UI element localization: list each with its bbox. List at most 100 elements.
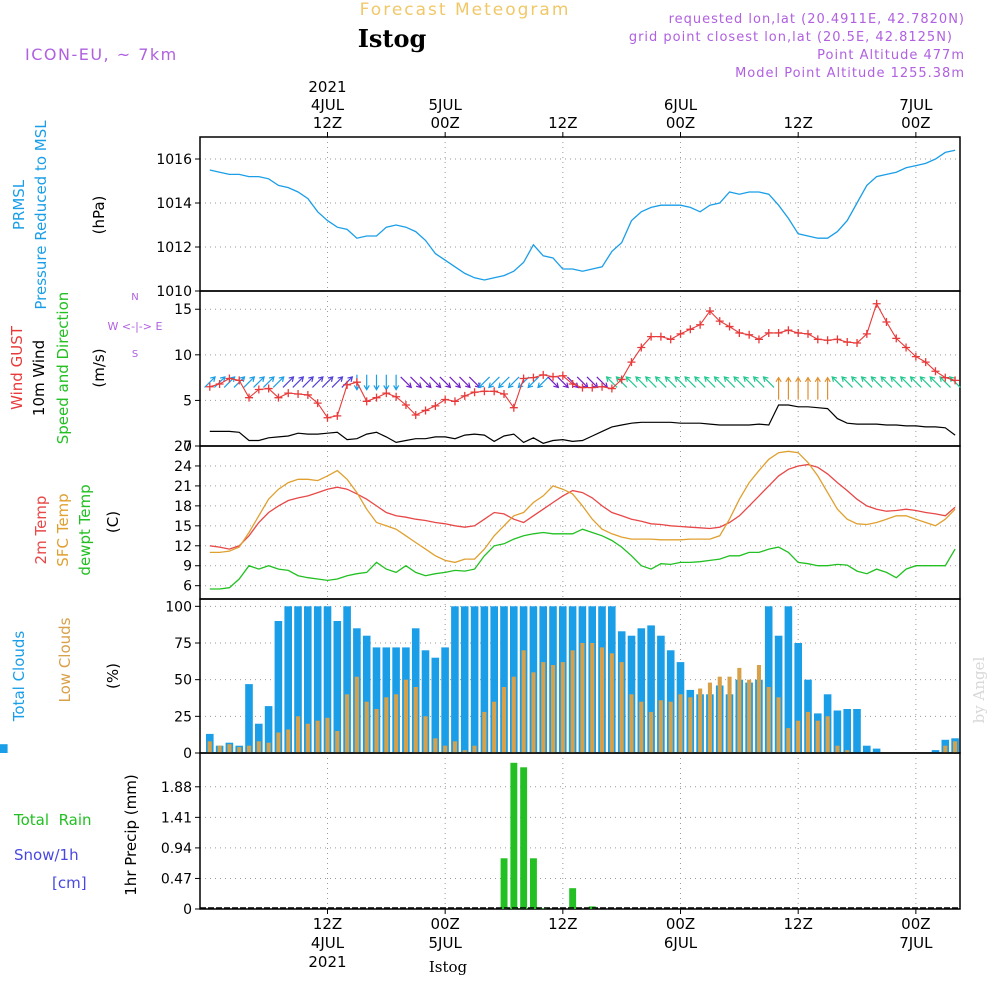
wind10-label: 10m Wind <box>30 340 48 416</box>
total-cloud-bar <box>264 706 273 753</box>
bottom-time-label: 12Z <box>784 915 813 933</box>
gust-marker <box>284 389 293 398</box>
wind-dir-arrowhead <box>488 382 494 389</box>
low-cloud-bar <box>756 665 761 753</box>
gust-marker <box>215 380 224 388</box>
gust-marker <box>205 382 214 391</box>
wind-dir-arrowhead <box>347 376 354 382</box>
temp-ytick-label: 9 <box>183 559 192 575</box>
station-name: Istog <box>358 24 427 53</box>
gust-marker <box>470 388 479 397</box>
bottom-time-label: 12Z <box>548 915 577 933</box>
low-cloud-bar <box>276 732 281 753</box>
total-cloud-bar <box>490 606 498 753</box>
total-cloud-bar <box>764 606 773 753</box>
gust-marker <box>588 383 597 392</box>
gust-marker <box>254 385 263 394</box>
low-cloud-bar <box>560 662 565 753</box>
pressure-ytick-label: 1016 <box>156 152 192 168</box>
wind-dir-arrowhead <box>249 376 256 382</box>
wind-dir-arrow <box>831 376 844 388</box>
wind-dir-arrowhead <box>929 376 936 382</box>
low-cloud-bar <box>619 662 624 753</box>
low-cloud-bar <box>717 676 722 753</box>
wind-dir-arrow <box>851 376 863 388</box>
compass-n-label: N <box>131 292 138 303</box>
wind-dir-arrow <box>684 376 697 388</box>
wind-dir-arrowhead <box>743 376 749 382</box>
total-cloud-bar <box>931 750 940 753</box>
total-cloud-bar <box>304 606 312 753</box>
wind-dir-arrow <box>723 376 736 388</box>
wind-dir-arrowhead <box>393 385 400 391</box>
pressure-ytick-label: 1014 <box>156 196 192 212</box>
wind-dir-arrow <box>449 376 461 388</box>
cloud-ytick-label: 0 <box>183 746 192 762</box>
wind-dir-arrowhead <box>268 376 275 382</box>
compass-s-label: S <box>132 349 138 360</box>
model-label: ICON-EU, ~ 7km <box>25 45 178 64</box>
total-cloud-bar <box>637 628 646 753</box>
dewpt-line <box>209 528 956 590</box>
top-time-label: 12Z <box>548 114 577 132</box>
snow-label: Snow/1h <box>14 846 79 864</box>
cloud-ytick-label: 25 <box>174 709 192 725</box>
total-cloud-bar <box>794 643 802 753</box>
info-line-2: grid point closest lon,lat (20.5E, 42.81… <box>629 30 953 45</box>
wind-dir-arrow <box>870 376 883 388</box>
gust-marker <box>941 373 950 382</box>
wind-dir-arrowhead <box>752 376 759 382</box>
low-cloud-bar <box>658 700 663 753</box>
temp-ytick-label: 12 <box>174 539 192 555</box>
low-cloud-bar <box>482 711 487 753</box>
low-cloud-bar <box>384 697 389 753</box>
wind-dir-arrow <box>655 376 667 388</box>
wind-dir-arrow <box>527 376 540 388</box>
gust-marker <box>382 389 391 398</box>
pressure-side-labels: PRMSL Pressure Reduced to MSL (hPa) <box>10 120 108 310</box>
low-cloud-bar <box>335 731 340 753</box>
gust-marker <box>578 383 587 392</box>
top-year-label: 2021 <box>308 78 346 96</box>
wind-dir-arrow <box>674 376 687 388</box>
wind-dir-arrowhead <box>674 376 681 382</box>
wind-dir-arrow <box>704 376 716 388</box>
total-cloud-bar <box>774 635 783 753</box>
bottom-day-label: 6JUL <box>664 934 698 952</box>
low-cloud-bar <box>315 720 320 753</box>
total-cloud-bar <box>372 647 381 753</box>
low-clouds-label: Low Clouds <box>56 617 74 702</box>
wind-dir-arrowhead <box>890 376 897 382</box>
total-cloud-bar <box>666 650 675 753</box>
wind-dir-arrowhead <box>713 376 720 382</box>
wind-dir-arrow <box>694 376 706 388</box>
total-cloud-bar <box>362 635 371 753</box>
wind-dir-arrow <box>665 376 677 388</box>
wind-dir-arrow <box>468 376 481 388</box>
wind-dir-arrow <box>900 376 912 388</box>
wind-dir-arrow <box>429 376 442 388</box>
gust-marker <box>833 335 842 344</box>
low-cloud-bar <box>443 745 448 753</box>
gust-marker <box>656 332 665 341</box>
wind-dir-arrowhead <box>455 382 462 389</box>
gust-marker <box>725 322 734 331</box>
precip-side-labels: Total Rain Snow/1h [cm] 1hr Precip (mm) <box>13 774 140 895</box>
gust-line <box>209 302 956 419</box>
wind-dir-arrowhead <box>762 376 769 382</box>
wind-dir-arrowhead <box>880 376 887 382</box>
low-cloud-bar <box>247 745 252 753</box>
gust-marker <box>872 299 881 308</box>
wind-dir-arrow <box>910 376 922 388</box>
bottom-day-label: 7JUL <box>899 934 933 952</box>
gust-marker <box>843 338 852 347</box>
gust-marker <box>813 335 822 344</box>
wind-dir-arrow <box>753 376 765 388</box>
gust-marker <box>784 326 793 335</box>
wind-dir-arrow <box>204 376 216 388</box>
gust-marker <box>372 393 381 402</box>
low-cloud-bar <box>531 672 536 753</box>
low-cloud-bar <box>698 688 703 753</box>
info-line-3: Point Altitude 477m <box>817 48 965 63</box>
gust-marker <box>441 395 450 404</box>
